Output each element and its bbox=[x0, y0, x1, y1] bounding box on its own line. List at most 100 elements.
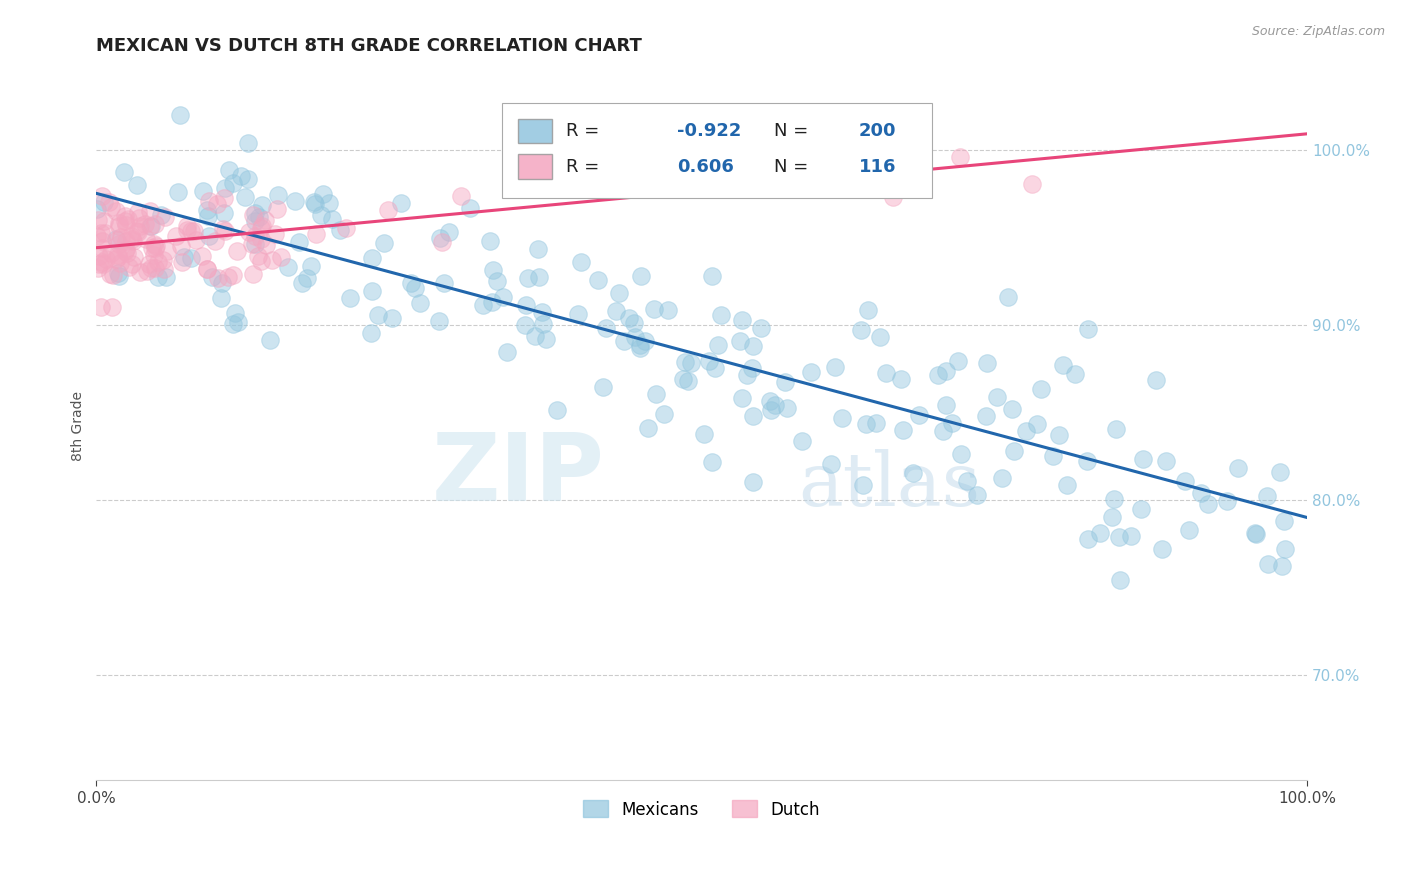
Point bbox=[852, 478, 875, 492]
Point bbox=[643, 302, 665, 317]
Point bbox=[432, 277, 454, 291]
Point bbox=[700, 455, 723, 469]
Point bbox=[247, 249, 270, 263]
FancyBboxPatch shape bbox=[517, 154, 551, 178]
Point bbox=[93, 214, 115, 228]
Point bbox=[262, 252, 284, 267]
Point bbox=[209, 291, 232, 305]
Point bbox=[152, 253, 174, 268]
Point bbox=[1108, 530, 1130, 544]
Point bbox=[628, 341, 651, 355]
Point bbox=[224, 306, 246, 320]
Legend: Mexicans, Dutch: Mexicans, Dutch bbox=[576, 794, 827, 825]
Point bbox=[628, 338, 651, 352]
Point bbox=[1257, 557, 1279, 571]
Point bbox=[531, 317, 554, 331]
Point bbox=[259, 334, 281, 348]
Point bbox=[180, 252, 202, 266]
Point bbox=[284, 194, 307, 208]
Point bbox=[1197, 497, 1219, 511]
Point bbox=[1077, 533, 1099, 547]
Point bbox=[1109, 573, 1132, 587]
Point bbox=[204, 235, 226, 249]
Point bbox=[657, 303, 679, 318]
Point bbox=[242, 267, 264, 281]
Point bbox=[592, 379, 614, 393]
Point bbox=[1101, 510, 1123, 524]
Point bbox=[139, 219, 162, 233]
Point bbox=[212, 191, 235, 205]
Point bbox=[87, 212, 110, 227]
Point bbox=[329, 223, 352, 237]
Point bbox=[312, 187, 335, 202]
Point bbox=[107, 236, 129, 251]
Point bbox=[1268, 465, 1291, 479]
Text: 0.606: 0.606 bbox=[678, 158, 734, 176]
Point bbox=[1244, 525, 1267, 540]
Point bbox=[143, 237, 166, 252]
Point bbox=[86, 261, 108, 276]
Point bbox=[218, 162, 240, 177]
FancyBboxPatch shape bbox=[502, 103, 932, 198]
Point bbox=[214, 181, 236, 195]
Point bbox=[107, 250, 129, 264]
Point bbox=[156, 244, 179, 258]
Point bbox=[143, 218, 166, 232]
Point bbox=[741, 339, 763, 353]
Point bbox=[247, 210, 270, 224]
Point bbox=[90, 300, 112, 314]
Point bbox=[742, 475, 765, 490]
Point bbox=[110, 229, 132, 244]
Point bbox=[143, 260, 166, 275]
Point bbox=[121, 257, 143, 271]
Point bbox=[935, 363, 957, 377]
Point bbox=[492, 291, 515, 305]
Point bbox=[702, 268, 724, 283]
Point bbox=[430, 235, 453, 249]
Point bbox=[97, 194, 120, 209]
Point bbox=[115, 246, 138, 260]
Point bbox=[253, 213, 276, 227]
Point bbox=[693, 427, 716, 442]
Point bbox=[569, 255, 592, 269]
Point bbox=[129, 265, 152, 279]
Point bbox=[110, 256, 132, 270]
Point bbox=[114, 244, 136, 259]
Point bbox=[630, 269, 652, 284]
Point bbox=[129, 219, 152, 233]
Point bbox=[302, 194, 325, 209]
Point bbox=[89, 256, 111, 270]
Point bbox=[318, 195, 340, 210]
Point bbox=[91, 255, 114, 269]
Point bbox=[831, 411, 853, 425]
Point bbox=[1271, 559, 1294, 574]
Point bbox=[252, 198, 274, 212]
Point bbox=[263, 227, 285, 242]
Point bbox=[120, 228, 142, 243]
Point bbox=[676, 374, 699, 388]
Point bbox=[1129, 502, 1152, 516]
Point bbox=[758, 394, 780, 409]
Point bbox=[637, 420, 659, 434]
Point bbox=[1015, 424, 1038, 438]
Point bbox=[761, 402, 783, 417]
Point bbox=[976, 356, 998, 370]
Point bbox=[148, 255, 170, 269]
Point bbox=[184, 233, 207, 247]
Point bbox=[155, 270, 177, 285]
Point bbox=[191, 249, 214, 263]
Point bbox=[1029, 382, 1052, 396]
Point bbox=[299, 259, 322, 273]
Point bbox=[935, 398, 957, 412]
Point bbox=[240, 237, 263, 252]
Point bbox=[153, 210, 176, 224]
Point bbox=[100, 300, 122, 314]
Point bbox=[481, 263, 503, 277]
Point bbox=[741, 361, 763, 376]
Point bbox=[135, 264, 157, 278]
Point bbox=[243, 214, 266, 228]
Point bbox=[515, 298, 537, 312]
Point bbox=[242, 208, 264, 222]
Text: Source: ZipAtlas.com: Source: ZipAtlas.com bbox=[1251, 25, 1385, 38]
Point bbox=[401, 276, 423, 290]
